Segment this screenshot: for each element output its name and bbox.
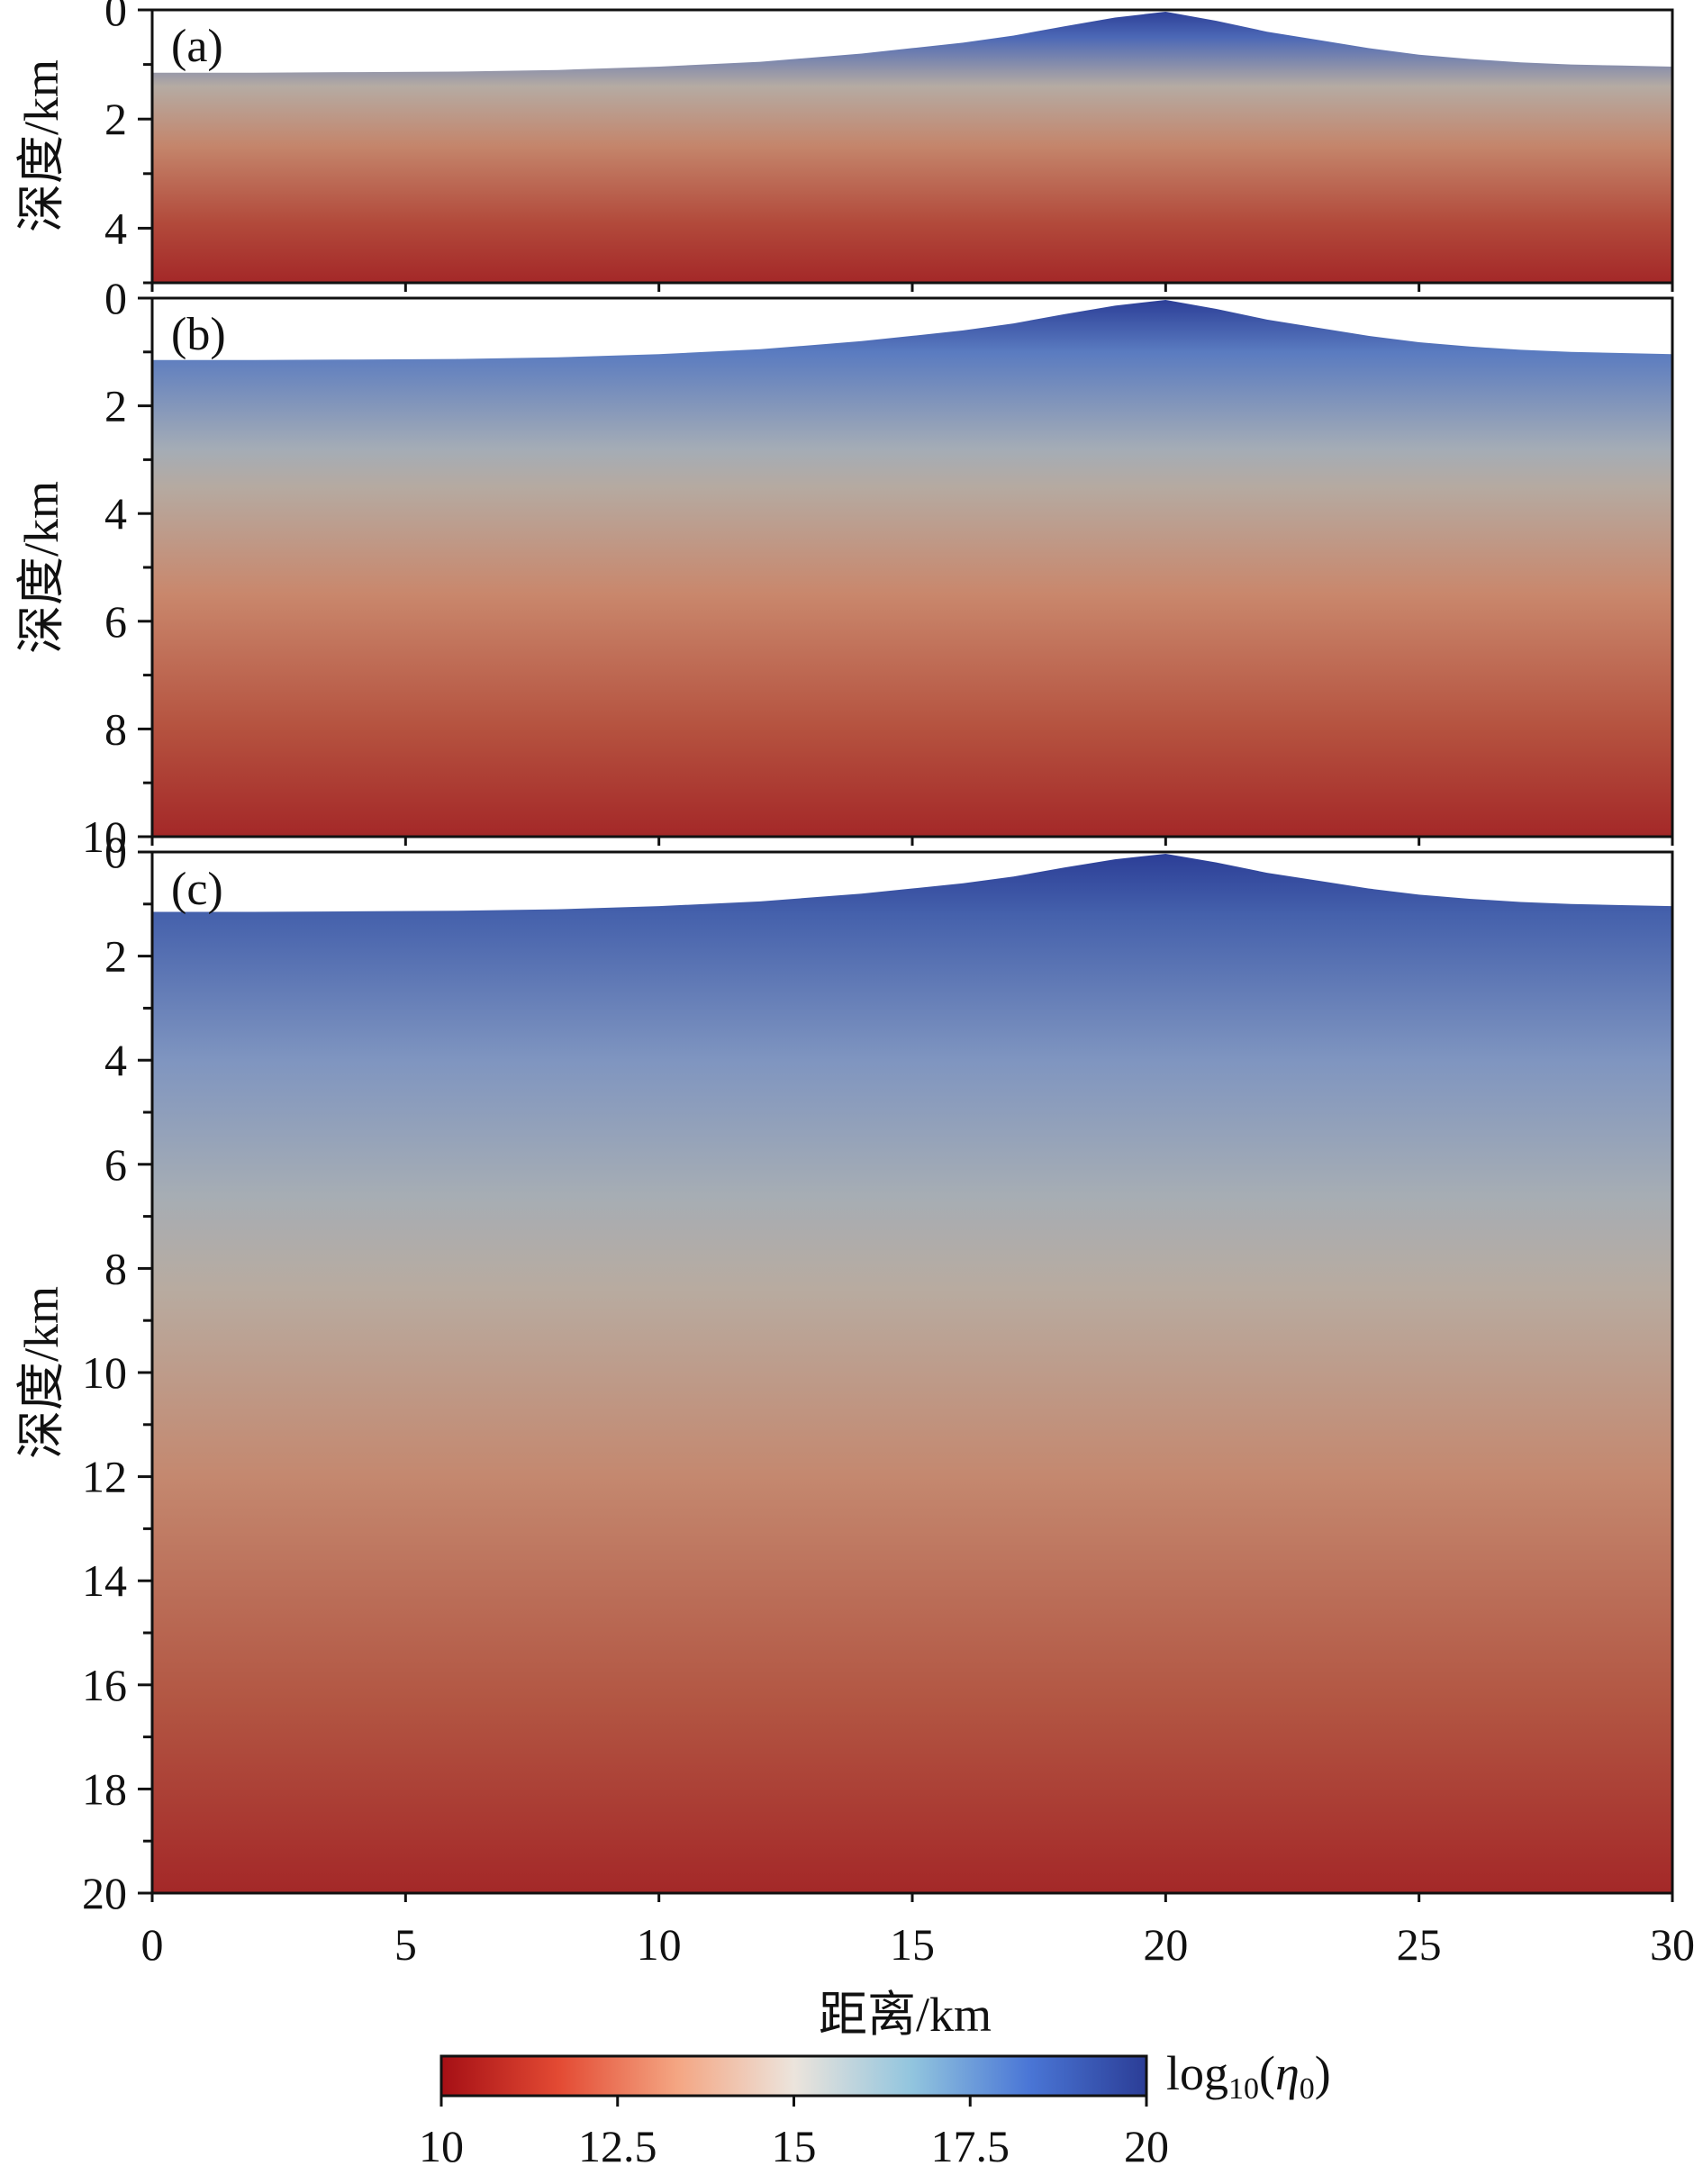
panel-c-y-axis-title: 深度/km xyxy=(14,1286,68,1459)
x-tick-label: 30 xyxy=(1650,1919,1695,1970)
panel-b-viscosity-field xyxy=(152,300,1672,837)
panel-a-y-ticks: 0 2 4 xyxy=(104,0,152,285)
x-tick-label: 20 xyxy=(1143,1919,1188,1970)
colorbar-title-log: log xyxy=(1166,2046,1228,2100)
colorbar-title-eta: η xyxy=(1275,2046,1300,2100)
y-tick-label: 2 xyxy=(104,94,127,144)
panel-a: 0 2 4 (a) 深度/km xyxy=(14,0,1674,292)
y-tick-label: 10 xyxy=(82,1347,127,1398)
panel-b-label: (b) xyxy=(171,309,226,360)
panel-a-label: (a) xyxy=(171,21,223,72)
colorbar-gradient xyxy=(439,2054,1148,2098)
colorbar-title-eta-subscript: 0 xyxy=(1300,2072,1315,2106)
panel-a-viscosity-field xyxy=(152,12,1672,283)
y-tick-label: 0 xyxy=(104,0,127,35)
colorbar-title: log10(η0) xyxy=(1166,2046,1331,2106)
colorbar-title-close-paren: ) xyxy=(1315,2046,1331,2100)
y-tick-label: 18 xyxy=(82,1763,127,1814)
y-tick-label: 0 xyxy=(104,273,127,323)
x-tick-labels: 0 5 10 15 20 25 30 xyxy=(141,1919,1696,1970)
y-tick-label: 6 xyxy=(104,596,127,647)
colorbar-tick-label: 10 xyxy=(419,2121,464,2171)
x-tick-label: 0 xyxy=(141,1919,164,1970)
colorbar-tick-label: 15 xyxy=(772,2121,817,2171)
panel-b-heatmap xyxy=(152,300,1672,837)
x-tick-label: 25 xyxy=(1397,1919,1442,1970)
y-tick-label: 0 xyxy=(104,827,127,877)
y-tick-label: 4 xyxy=(104,488,127,539)
y-tick-label: 16 xyxy=(82,1660,127,1710)
y-tick-label: 2 xyxy=(104,931,127,982)
x-tick-label: 5 xyxy=(394,1919,417,1970)
panel-c: 0 2 4 6 8 10 12 14 16 18 20 (c) 深度/km xyxy=(14,827,1674,1918)
y-tick-label: 10 xyxy=(82,811,127,862)
y-tick-label: 2 xyxy=(104,381,127,431)
y-tick-label: 8 xyxy=(104,1243,127,1293)
panel-b-y-ticks: 0 2 4 6 8 10 xyxy=(82,273,152,862)
colorbar-title-subscript: 10 xyxy=(1228,2072,1259,2106)
panel-b: 0 2 4 6 8 10 (b) 深度/km xyxy=(14,273,1674,862)
panel-b-x-ticks xyxy=(150,837,1674,846)
x-tick-label: 10 xyxy=(637,1919,682,1970)
panel-a-x-ticks xyxy=(150,283,1674,292)
colorbar-title-open-paren: ( xyxy=(1259,2046,1275,2100)
x-tick-label: 15 xyxy=(890,1919,935,1970)
y-tick-label: 14 xyxy=(82,1555,127,1606)
y-tick-label: 8 xyxy=(104,703,127,754)
colorbar-tick-label: 17.5 xyxy=(931,2121,1010,2171)
panel-b-y-axis-title: 深度/km xyxy=(14,481,68,654)
colorbar: 10 12.5 15 17.5 20 log10(η0) xyxy=(419,2046,1331,2171)
y-tick-label: 12 xyxy=(82,1452,127,1502)
x-axis-title: 距离/km xyxy=(819,1988,992,2042)
y-tick-label: 4 xyxy=(104,203,127,253)
y-tick-label: 4 xyxy=(104,1035,127,1085)
panel-a-y-axis-title: 深度/km xyxy=(14,59,68,232)
y-tick-label: 6 xyxy=(104,1139,127,1190)
panel-c-y-ticks: 0 2 4 6 8 10 12 14 16 18 20 xyxy=(82,827,152,1918)
panel-c-label: (c) xyxy=(171,864,223,915)
y-tick-label: 20 xyxy=(82,1868,127,1918)
panel-c-heatmap xyxy=(152,854,1672,1893)
colorbar-tick-label: 12.5 xyxy=(578,2121,657,2171)
panel-a-heatmap xyxy=(152,12,1672,283)
panel-c-x-ticks xyxy=(150,1893,1674,1902)
colorbar-ticks: 10 12.5 15 17.5 20 xyxy=(419,2096,1169,2171)
panel-c-viscosity-field xyxy=(152,854,1672,1893)
colorbar-tick-label: 20 xyxy=(1124,2121,1169,2171)
